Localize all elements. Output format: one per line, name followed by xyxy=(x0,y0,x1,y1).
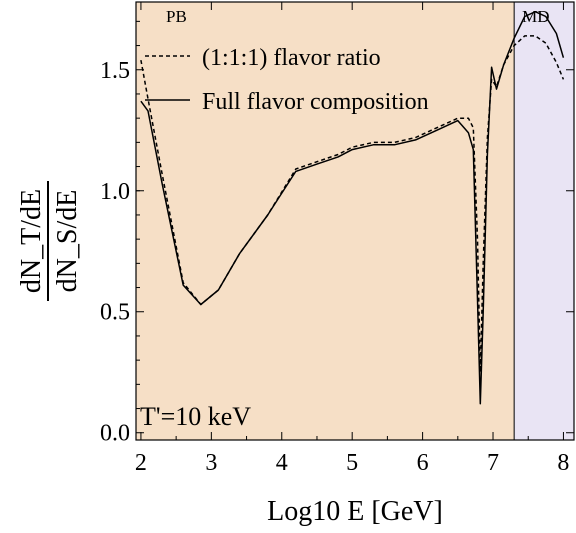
legend-label-2: Full flavor composition xyxy=(202,89,429,115)
y-axis-label: dN_T/dE dN_S/dE xyxy=(16,181,83,301)
legend-label-1: (1:1:1) flavor ratio xyxy=(202,45,381,71)
region-pb xyxy=(136,2,515,440)
temperature-annotation: T'=10 keV xyxy=(140,402,251,431)
y-axis-label-denominator: dN_S/dE xyxy=(52,190,83,293)
y-tick-label: 1.0 xyxy=(100,179,130,205)
region-md xyxy=(514,2,574,440)
region-label-md: MD xyxy=(522,7,549,26)
axis-ticks: 2 3 4 5 6 7 8 0.0 0.5 1.0 1.5 xyxy=(100,2,574,476)
series-line-1 xyxy=(140,35,565,373)
plot-frame xyxy=(135,1,575,441)
region-labels: PB MD xyxy=(166,7,550,26)
y-tick-label: 1.5 xyxy=(100,58,130,84)
x-tick-label: 2 xyxy=(135,450,147,476)
y-tick-label: 0.0 xyxy=(100,421,130,447)
series-line-2 xyxy=(140,10,565,405)
x-axis-label: Log10 E [GeV] xyxy=(267,496,443,527)
series-layer xyxy=(140,10,565,405)
y-axis-label-numerator: dN_T/dE xyxy=(16,189,47,293)
legend: (1:1:1) flavor ratio Full flavor composit… xyxy=(145,45,429,115)
y-tick-label: 0.5 xyxy=(100,300,130,326)
x-tick-label: 3 xyxy=(205,450,217,476)
x-tick-label: 4 xyxy=(276,450,288,476)
region-label-pb: PB xyxy=(166,7,187,26)
background-regions xyxy=(136,2,574,440)
x-tick-label: 7 xyxy=(487,450,499,476)
x-tick-label: 5 xyxy=(346,450,358,476)
x-tick-label: 8 xyxy=(557,450,569,476)
x-tick-label: 6 xyxy=(417,450,429,476)
